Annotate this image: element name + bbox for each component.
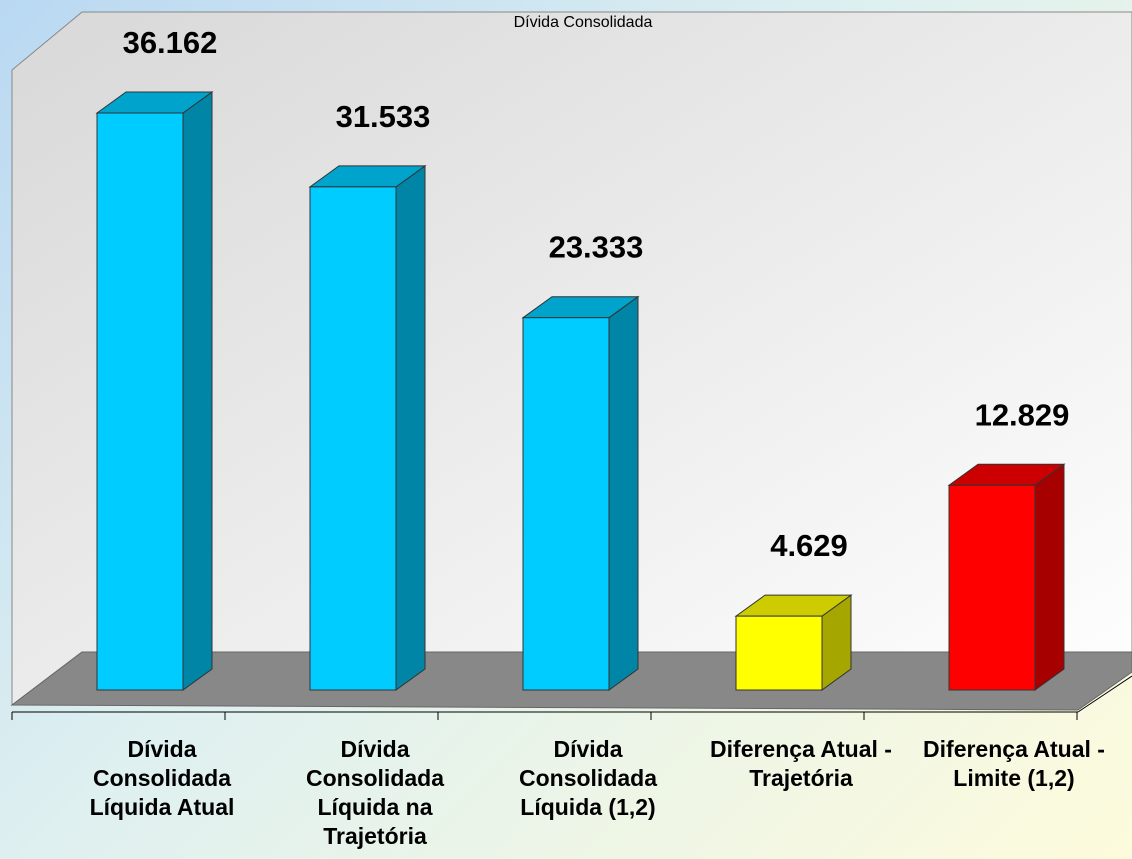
chart-title: Dívida Consolidada: [514, 14, 653, 31]
bar: [522, 317, 610, 691]
value-label: 23.333: [549, 230, 644, 265]
value-label: 36.162: [123, 25, 218, 60]
x-tick-label: Dívida Consolidada Líquida na Trajetória: [305, 736, 444, 849]
bar-side: [1034, 463, 1065, 691]
x-tick-label: Dívida Consolidada Líquida Atual: [89, 736, 235, 820]
x-tick-label: Diferença Atual - Limite (1,2): [923, 736, 1105, 791]
bar-side: [182, 91, 213, 691]
x-tick-label: Dívida Consolidada Líquida (1,2): [518, 736, 657, 820]
bar: [309, 186, 397, 691]
x-tick-label: Diferença Atual - Trajetória: [710, 736, 892, 791]
value-label: 4.629: [770, 528, 848, 563]
bar: [735, 615, 823, 691]
bar: [948, 484, 1036, 691]
bar-side: [395, 164, 426, 691]
x-axis-depth: [1077, 675, 1132, 713]
bar: [96, 112, 184, 691]
value-label: 12.829: [975, 397, 1070, 432]
bar-side: [608, 295, 639, 691]
value-label: 31.533: [336, 99, 431, 134]
